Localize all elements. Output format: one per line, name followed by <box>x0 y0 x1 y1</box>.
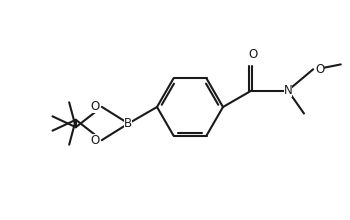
Text: O: O <box>248 48 257 61</box>
Text: N: N <box>284 84 292 97</box>
Text: O: O <box>91 134 100 147</box>
Text: O: O <box>91 100 100 113</box>
Text: O: O <box>315 63 324 76</box>
Text: B: B <box>124 117 133 130</box>
